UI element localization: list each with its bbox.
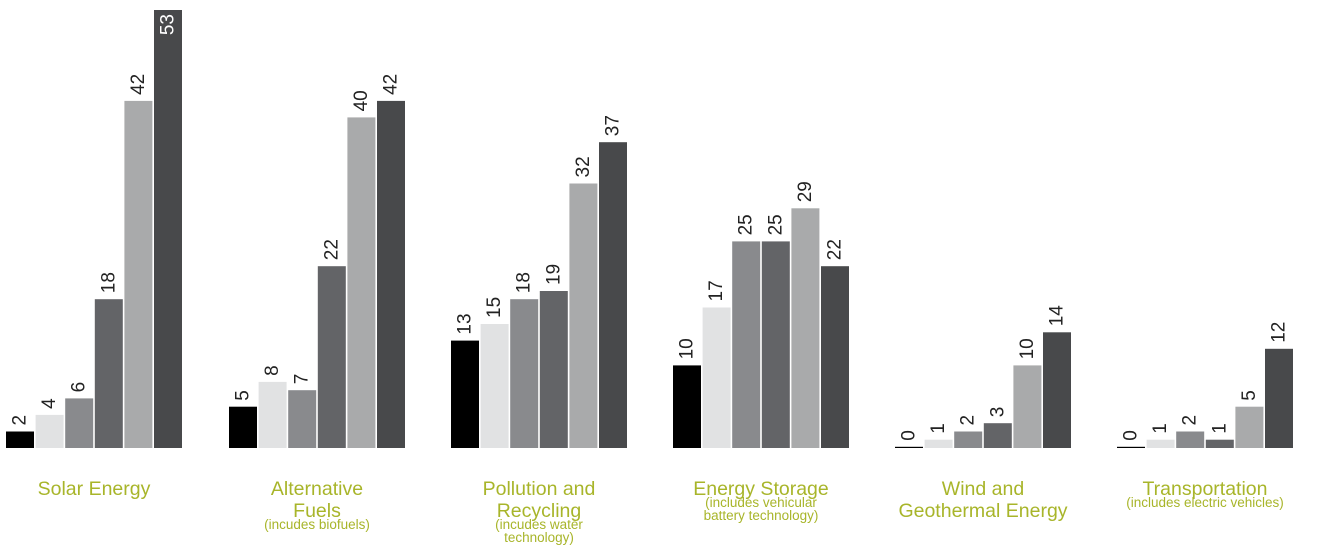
category-label: Fuels — [293, 500, 341, 522]
bar — [510, 299, 539, 448]
bar-value-label: 10 — [1017, 338, 1038, 359]
bar-value-label: 2 — [958, 415, 979, 426]
bar — [983, 423, 1012, 448]
bar-value-label: 5 — [1239, 390, 1260, 401]
bar — [258, 381, 287, 448]
bar-value-label: 42 — [128, 74, 149, 95]
bar-value-label: 17 — [706, 280, 727, 301]
bar — [65, 398, 94, 448]
bar-value-label: 14 — [1047, 305, 1068, 327]
bar-value-label: 10 — [677, 338, 698, 359]
bar — [317, 266, 346, 448]
bar-value-label: 1 — [1150, 423, 1171, 434]
bar — [451, 340, 479, 448]
bar-value-label: 0 — [899, 430, 920, 441]
bar — [1235, 406, 1264, 448]
bar-value-label: 2 — [1180, 415, 1201, 426]
category-label: Solar Energy — [38, 478, 151, 500]
bar — [1043, 332, 1071, 448]
bar — [1176, 431, 1205, 448]
bar — [1117, 446, 1145, 448]
bar — [1146, 439, 1175, 448]
bar-value-label: 18 — [98, 272, 119, 293]
category-label: Pollution and — [483, 478, 596, 500]
category-sublabel: technology) — [504, 530, 574, 545]
bar — [35, 414, 64, 448]
bar — [154, 10, 182, 448]
bar — [1205, 439, 1234, 448]
bar — [761, 241, 790, 448]
category-label: Energy Storage — [693, 478, 829, 500]
bar — [924, 439, 953, 448]
bar — [599, 142, 627, 448]
bar — [377, 100, 405, 449]
category-sublabel: (includes vehicular — [705, 495, 817, 510]
bar-value-label: 2 — [10, 415, 31, 426]
bar — [6, 431, 34, 448]
bar-value-label: 15 — [484, 297, 505, 318]
bar — [229, 406, 257, 448]
bar-value-label: 25 — [765, 214, 786, 235]
bar-value-label: 42 — [381, 74, 402, 95]
category-sublabel: (incudes water — [495, 517, 583, 532]
bar-value-label: 3 — [987, 407, 1008, 418]
bar — [288, 390, 317, 448]
bar-value-label: 12 — [1269, 322, 1290, 343]
category-label: Geothermal Energy — [898, 500, 1067, 522]
bar-value-label: 5 — [233, 390, 254, 401]
bar-value-label: 37 — [603, 115, 624, 136]
bar-value-label: 53 — [158, 14, 179, 35]
bar-value-label: 40 — [351, 90, 372, 111]
bar-value-label: 32 — [573, 156, 594, 177]
bar — [791, 208, 820, 448]
bar-value-label: 22 — [825, 239, 846, 260]
bar — [124, 100, 153, 449]
bar-value-label: 25 — [736, 214, 757, 235]
bar — [480, 324, 509, 448]
bar — [569, 183, 598, 448]
bar-value-label: 1 — [928, 423, 949, 434]
bar-value-label: 18 — [514, 272, 535, 293]
bar-value-label: 4 — [39, 398, 60, 409]
bar — [539, 291, 568, 448]
bars-layer — [6, 10, 1293, 449]
bar — [821, 266, 849, 448]
bar — [347, 117, 376, 449]
bar-value-label: 22 — [321, 239, 342, 260]
bar-value-label: 0 — [1121, 430, 1142, 441]
category-sublabel: (includes electric vehicles) — [1126, 495, 1284, 510]
bar — [1013, 365, 1042, 448]
category-label: Recycling — [497, 500, 582, 522]
category-label: Alternative — [271, 478, 363, 500]
bar-value-label: 13 — [455, 313, 476, 334]
category-sublabel: battery technology) — [704, 508, 819, 523]
bar — [673, 365, 701, 448]
bar-value-label: 29 — [795, 181, 816, 202]
bar — [954, 431, 983, 448]
bar-value-label: 7 — [292, 374, 313, 385]
category-label: Transportation — [1142, 478, 1267, 500]
bar-value-label: 8 — [262, 365, 283, 376]
bar — [1265, 348, 1293, 448]
bar-value-label: 19 — [543, 264, 564, 285]
bar — [94, 299, 123, 448]
category-label: Wind and — [942, 478, 1024, 500]
bar — [895, 446, 923, 448]
category-sublabel: (incudes biofuels) — [264, 517, 370, 532]
bar — [702, 307, 731, 448]
bar-value-label: 6 — [69, 382, 90, 393]
bar — [732, 241, 761, 448]
bar-value-label: 1 — [1209, 423, 1230, 434]
